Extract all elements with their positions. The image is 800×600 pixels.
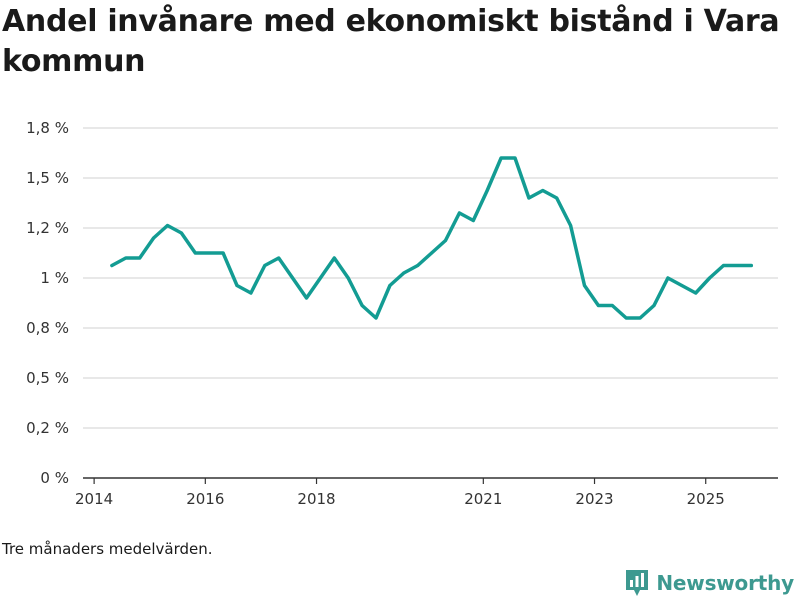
data-point [360,304,364,307]
data-point [541,189,545,192]
data-point [332,256,336,260]
data-point [305,296,309,300]
data-point [583,284,587,287]
data-point [596,304,600,307]
y-tick-label: 0,5 % [26,369,69,387]
brand-logo[interactable]: Newsworthy [624,568,794,598]
data-point [179,231,183,235]
data-point [499,156,503,160]
data-point [318,276,322,280]
data-point [152,236,156,240]
data-point [735,264,739,267]
data-point [652,304,656,307]
y-tick-label: 0 % [40,469,69,487]
y-tick-label: 1,2 % [26,219,69,237]
data-point [263,264,267,267]
data-point [374,316,378,320]
newsworthy-logo-icon [626,570,649,596]
footnote: Tre månaders medelvärden. [2,540,213,558]
data-point [249,291,253,295]
data-point [555,196,559,200]
data-point [166,224,170,227]
series-group [110,156,754,320]
data-point [193,251,197,255]
x-tick-label: 2023 [575,490,613,508]
gridlines [83,127,778,429]
y-tick-label: 0,8 % [26,319,69,337]
data-point [610,304,614,307]
data-point [291,276,295,280]
data-point [221,251,225,255]
data-point [527,196,531,200]
data-point [680,284,684,287]
data-point [457,211,461,215]
y-tick-label: 1,5 % [26,169,69,187]
data-point [430,251,434,255]
x-tick-label: 2018 [297,490,335,508]
data-point [444,239,448,242]
data-point [749,264,753,267]
y-tick-label: 0,2 % [26,419,69,437]
data-point [722,264,726,267]
data-point [485,189,489,192]
series-line-0 [110,156,754,320]
y-tick-label: 1 % [40,269,69,287]
data-point [402,271,406,275]
data-point [694,291,698,295]
data-point [124,256,128,260]
data-point [346,276,350,280]
data-point [416,264,420,267]
data-point [638,316,642,320]
line-chart: 0 % 0,2 % 0,5 % 0,8 % 1 % 1,2 % 1,5 % 1,8 % 201… [26,119,778,508]
x-axis-ticks: 2014 2016 2018 2021 2023 2025 [75,478,725,508]
chart-title: Andel invånare med ekonomiskt bistånd i … [2,4,780,79]
x-tick-label: 2025 [687,490,725,508]
y-axis-ticks: 0 % 0,2 % 0,5 % 0,8 % 1 % 1,2 % 1,5 % 1,8 % [26,119,69,487]
data-point [624,316,628,320]
data-point [138,256,142,260]
data-point [666,276,670,280]
data-point [110,264,114,267]
data-point [277,256,281,260]
data-point [471,219,475,222]
y-tick-label: 1,8 % [26,119,69,137]
data-point [207,251,211,255]
data-point [513,156,517,160]
data-point [388,284,392,287]
x-tick-label: 2014 [75,490,113,508]
data-point [708,276,712,280]
x-tick-label: 2021 [464,490,502,508]
data-point [235,284,239,287]
brand-name: Newsworthy [656,571,794,595]
x-tick-label: 2016 [186,490,224,508]
data-point [569,224,573,227]
